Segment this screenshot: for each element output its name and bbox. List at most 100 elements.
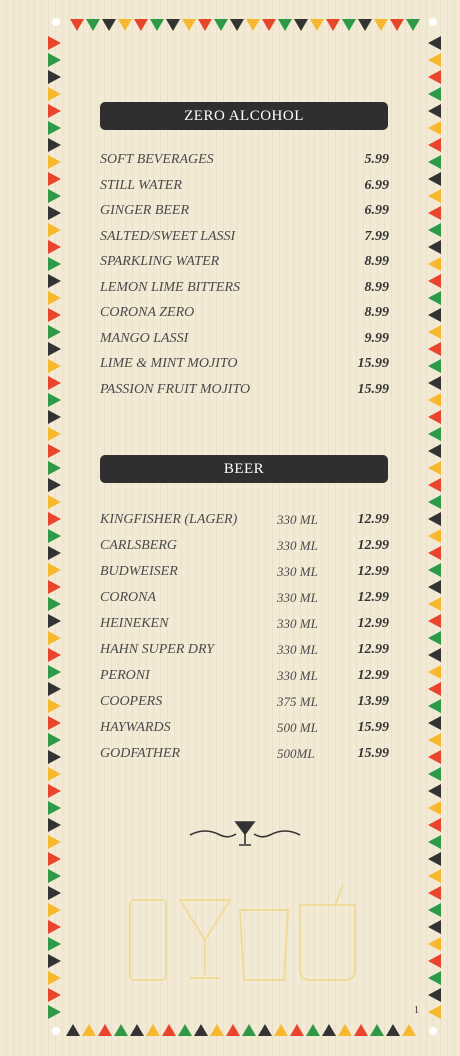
item-volume: 500 ML <box>277 720 318 735</box>
triangle <box>48 903 61 917</box>
triangle <box>48 393 61 407</box>
triangle <box>48 835 61 849</box>
menu-item: LEMON LIME BITTERS 8.99 <box>100 280 389 300</box>
triangle <box>230 19 244 31</box>
triangle <box>390 19 404 31</box>
item-price: 15.99 <box>357 720 390 735</box>
triangle <box>428 648 441 662</box>
menu-item: SOFT BEVERAGES 5.99 <box>100 152 389 172</box>
triangle <box>48 682 61 696</box>
triangle <box>48 852 61 866</box>
item-price: 15.99 <box>357 356 390 371</box>
triangle <box>162 1024 176 1036</box>
triangle <box>428 376 441 390</box>
triangle <box>428 954 441 968</box>
ornament <box>189 821 301 846</box>
item-price: 12.99 <box>357 668 390 683</box>
item-name: COOPERS <box>100 694 163 709</box>
menu-item: GINGER BEER 6.99 <box>100 203 389 223</box>
item-name: HAHN SUPER DRY <box>100 642 215 657</box>
item-price: 12.99 <box>357 642 390 657</box>
triangle <box>118 19 132 31</box>
triangle <box>86 19 100 31</box>
triangle <box>48 376 61 390</box>
triangle <box>48 495 61 509</box>
item-price: 6.99 <box>364 203 390 218</box>
item-name: GODFATHER <box>100 746 181 761</box>
triangle <box>428 1005 441 1019</box>
triangle <box>428 495 441 509</box>
page-number: 1 <box>414 1005 419 1016</box>
triangle <box>48 104 61 118</box>
corner-dot <box>429 18 437 26</box>
triangle <box>428 325 441 339</box>
triangle <box>428 478 441 492</box>
triangle <box>102 19 116 31</box>
triangle <box>428 257 441 271</box>
triangle <box>48 172 61 186</box>
triangle <box>48 546 61 560</box>
triangle <box>428 546 441 560</box>
item-volume: 500ML <box>277 746 315 761</box>
item-price: 12.99 <box>357 590 390 605</box>
triangle <box>48 36 61 50</box>
triangle <box>98 1024 112 1036</box>
triangle <box>48 223 61 237</box>
triangle <box>310 19 324 31</box>
item-price: 15.99 <box>357 381 390 397</box>
triangle <box>428 529 441 543</box>
triangle <box>66 1024 80 1036</box>
menu-item: PERONI 330 ML 12.99 <box>100 668 389 688</box>
item-volume: 330 ML <box>277 668 318 683</box>
triangle <box>48 937 61 951</box>
triangle <box>428 614 441 628</box>
item-name: HAYWARDS <box>100 720 171 735</box>
menu-item: CARLSBERG 330 ML 12.99 <box>100 538 389 558</box>
triangle <box>48 87 61 101</box>
menu-item: HAYWARDS 500 ML 15.99 <box>100 720 389 740</box>
triangle <box>48 801 61 815</box>
item-volume: 330 ML <box>277 512 318 527</box>
triangle <box>48 580 61 594</box>
triangle <box>48 716 61 730</box>
triangle <box>198 19 212 31</box>
item-price: 5.99 <box>364 152 390 167</box>
item-name: SOFT BEVERAGES <box>100 152 214 167</box>
item-volume: 375 ML <box>277 694 318 709</box>
triangle <box>428 988 441 1002</box>
triangle <box>294 19 308 31</box>
triangle <box>178 1024 192 1036</box>
triangle <box>166 19 180 31</box>
triangle <box>48 138 61 152</box>
triangle <box>48 699 61 713</box>
section-title: BEER <box>100 455 388 483</box>
triangle <box>326 19 340 31</box>
menu-item: CORONA 330 ML 12.99 <box>100 590 389 610</box>
triangle <box>428 818 441 832</box>
item-volume: 330 ML <box>277 538 318 553</box>
triangle <box>428 291 441 305</box>
triangle <box>146 1024 160 1036</box>
triangle <box>226 1024 240 1036</box>
triangle <box>48 189 61 203</box>
menu-item: HEINEKEN 330 ML 12.99 <box>100 616 389 636</box>
triangle <box>48 410 61 424</box>
triangle <box>210 1024 224 1036</box>
triangle <box>428 36 441 50</box>
triangle <box>48 155 61 169</box>
triangle <box>48 614 61 628</box>
triangle <box>428 784 441 798</box>
triangle <box>48 886 61 900</box>
triangle <box>262 19 276 31</box>
item-price: 8.99 <box>364 305 390 320</box>
triangle <box>428 444 441 458</box>
triangle <box>258 1024 272 1036</box>
menu-item: LIME & MINT MOJITO 15.99 <box>100 356 389 376</box>
triangle <box>48 1005 61 1019</box>
triangle <box>48 529 61 543</box>
triangle <box>48 920 61 934</box>
triangle <box>48 733 61 747</box>
triangle <box>428 461 441 475</box>
item-name: LEMON LIME BITTERS <box>100 279 240 295</box>
